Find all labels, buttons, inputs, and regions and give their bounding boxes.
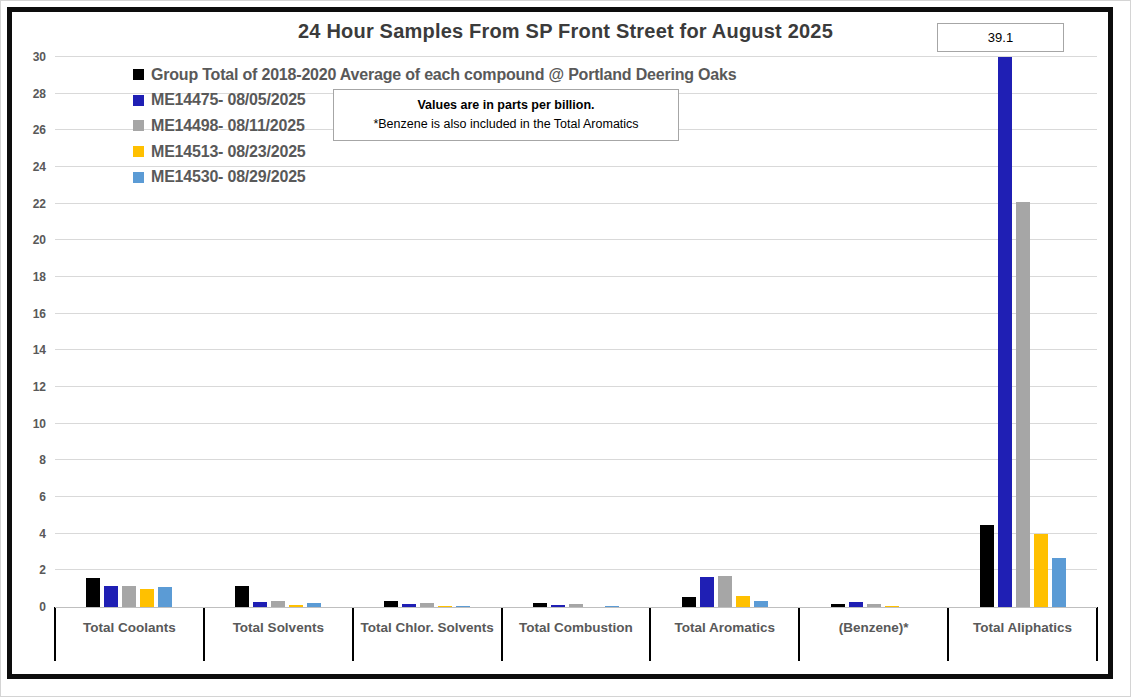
y-tick-label-10: 10 [10, 417, 46, 431]
bar-series1-cat5 [682, 597, 696, 607]
legend-swatch-icon [133, 172, 144, 183]
y-tick-label-8: 8 [10, 453, 46, 467]
category-tick-4 [649, 607, 651, 661]
gridline-y18 [55, 276, 1097, 277]
bar-series2-cat6 [849, 602, 863, 607]
bar-series5-cat2 [307, 603, 321, 607]
bar-series1-cat1 [86, 578, 100, 607]
y-tick-label-22: 22 [10, 197, 46, 211]
y-tick-label-4: 4 [10, 527, 46, 541]
gridline-y12 [55, 386, 1097, 387]
bar-series1-cat3 [384, 601, 398, 607]
category-tick-0 [54, 607, 56, 661]
bar-series3-cat3 [420, 603, 434, 607]
bar-series2-cat5 [700, 577, 714, 607]
note-box: Values are in parts per billion. *Benzen… [333, 89, 679, 141]
gridline-y30 [55, 56, 1097, 57]
bar-series4-cat6 [885, 606, 899, 607]
x-category-label-6: (Benzene)* [799, 620, 948, 640]
bar-series3-cat2 [271, 601, 285, 607]
legend-swatch-icon [133, 146, 144, 157]
bar-series3-cat7 [1016, 202, 1030, 607]
gridline-y22 [55, 203, 1097, 204]
x-category-label-3: Total Chlor. Solvents [353, 620, 502, 640]
y-tick-label-26: 26 [10, 123, 46, 137]
y-tick-label-0: 0 [10, 600, 46, 614]
bar-series3-cat6 [867, 604, 881, 607]
category-tick-1 [203, 607, 205, 661]
y-tick-label-2: 2 [10, 563, 46, 577]
bar-series3-cat1 [122, 586, 136, 607]
chart-page: 24 Hour Samples From SP Front Street for… [0, 0, 1131, 697]
bar-series2-cat7 [998, 57, 1012, 607]
legend-item-5: ME14530- 08/29/2025 [133, 164, 736, 190]
gridline-y20 [55, 239, 1097, 240]
bar-series5-cat1 [158, 587, 172, 607]
bar-series4-cat1 [140, 589, 154, 607]
bar-series4-cat7 [1034, 534, 1048, 607]
legend-swatch-icon [133, 120, 144, 131]
note-line-benzene: *Benzene is also included in the Total A… [373, 115, 638, 134]
y-tick-label-28: 28 [10, 87, 46, 101]
legend-label: Group Total of 2018-2020 Average of each… [151, 66, 736, 84]
note-line-units: Values are in parts per billion. [417, 96, 594, 115]
bar-series1-cat6 [831, 604, 845, 607]
overflow-value-label: 39.1 [988, 30, 1013, 45]
bar-series4-cat5 [736, 596, 750, 607]
x-category-label-2: Total Solvents [204, 620, 353, 640]
gridline-y8 [55, 459, 1097, 460]
legend-label: ME14475- 08/05/2025 [151, 91, 306, 109]
x-category-label-7: Total Aliphatics [948, 620, 1097, 640]
bar-series3-cat5 [718, 576, 732, 607]
bar-series1-cat4 [533, 603, 547, 607]
gridline-y6 [55, 496, 1097, 497]
x-category-label-1: Total Coolants [55, 620, 204, 640]
category-tick-6 [947, 607, 949, 661]
legend-swatch-icon [133, 69, 144, 80]
y-tick-label-6: 6 [10, 490, 46, 504]
legend-label: ME14513- 08/23/2025 [151, 143, 306, 161]
gridline-y14 [55, 349, 1097, 350]
gridline-y16 [55, 313, 1097, 314]
legend-label: ME14498- 08/11/2025 [151, 117, 305, 135]
bar-series2-cat4 [551, 605, 565, 607]
bar-series2-cat3 [402, 604, 416, 607]
bar-series4-cat3 [438, 606, 452, 607]
x-category-label-4: Total Combustion [502, 620, 651, 640]
bar-series5-cat7 [1052, 558, 1066, 608]
bar-series1-cat7 [980, 525, 994, 608]
bar-series3-cat4 [569, 604, 583, 607]
y-tick-label-16: 16 [10, 307, 46, 321]
bar-series1-cat2 [235, 586, 249, 607]
y-tick-label-20: 20 [10, 233, 46, 247]
overflow-value-box: 39.1 [937, 23, 1064, 52]
gridline-y10 [55, 423, 1097, 424]
legend-label: ME14530- 08/29/2025 [151, 168, 306, 186]
legend-item-4: ME14513- 08/23/2025 [133, 139, 736, 165]
y-tick-label-18: 18 [10, 270, 46, 284]
bar-series5-cat4 [605, 606, 619, 607]
y-tick-label-30: 30 [10, 50, 46, 64]
bar-series4-cat2 [289, 605, 303, 607]
category-tick-3 [501, 607, 503, 661]
category-tick-7 [1096, 607, 1098, 661]
x-category-label-5: Total Aromatics [650, 620, 799, 640]
legend-swatch-icon [133, 95, 144, 106]
gridline-y2 [55, 569, 1097, 570]
gridline-y4 [55, 533, 1097, 534]
category-tick-5 [798, 607, 800, 661]
y-tick-label-24: 24 [10, 160, 46, 174]
bar-series2-cat1 [104, 586, 118, 607]
bar-series5-cat3 [456, 606, 470, 607]
x-axis-line [55, 607, 1097, 608]
bar-series2-cat2 [253, 602, 267, 607]
legend-item-1: Group Total of 2018-2020 Average of each… [133, 62, 736, 88]
y-tick-label-14: 14 [10, 343, 46, 357]
y-tick-label-12: 12 [10, 380, 46, 394]
bar-series5-cat5 [754, 601, 768, 607]
category-tick-2 [352, 607, 354, 661]
